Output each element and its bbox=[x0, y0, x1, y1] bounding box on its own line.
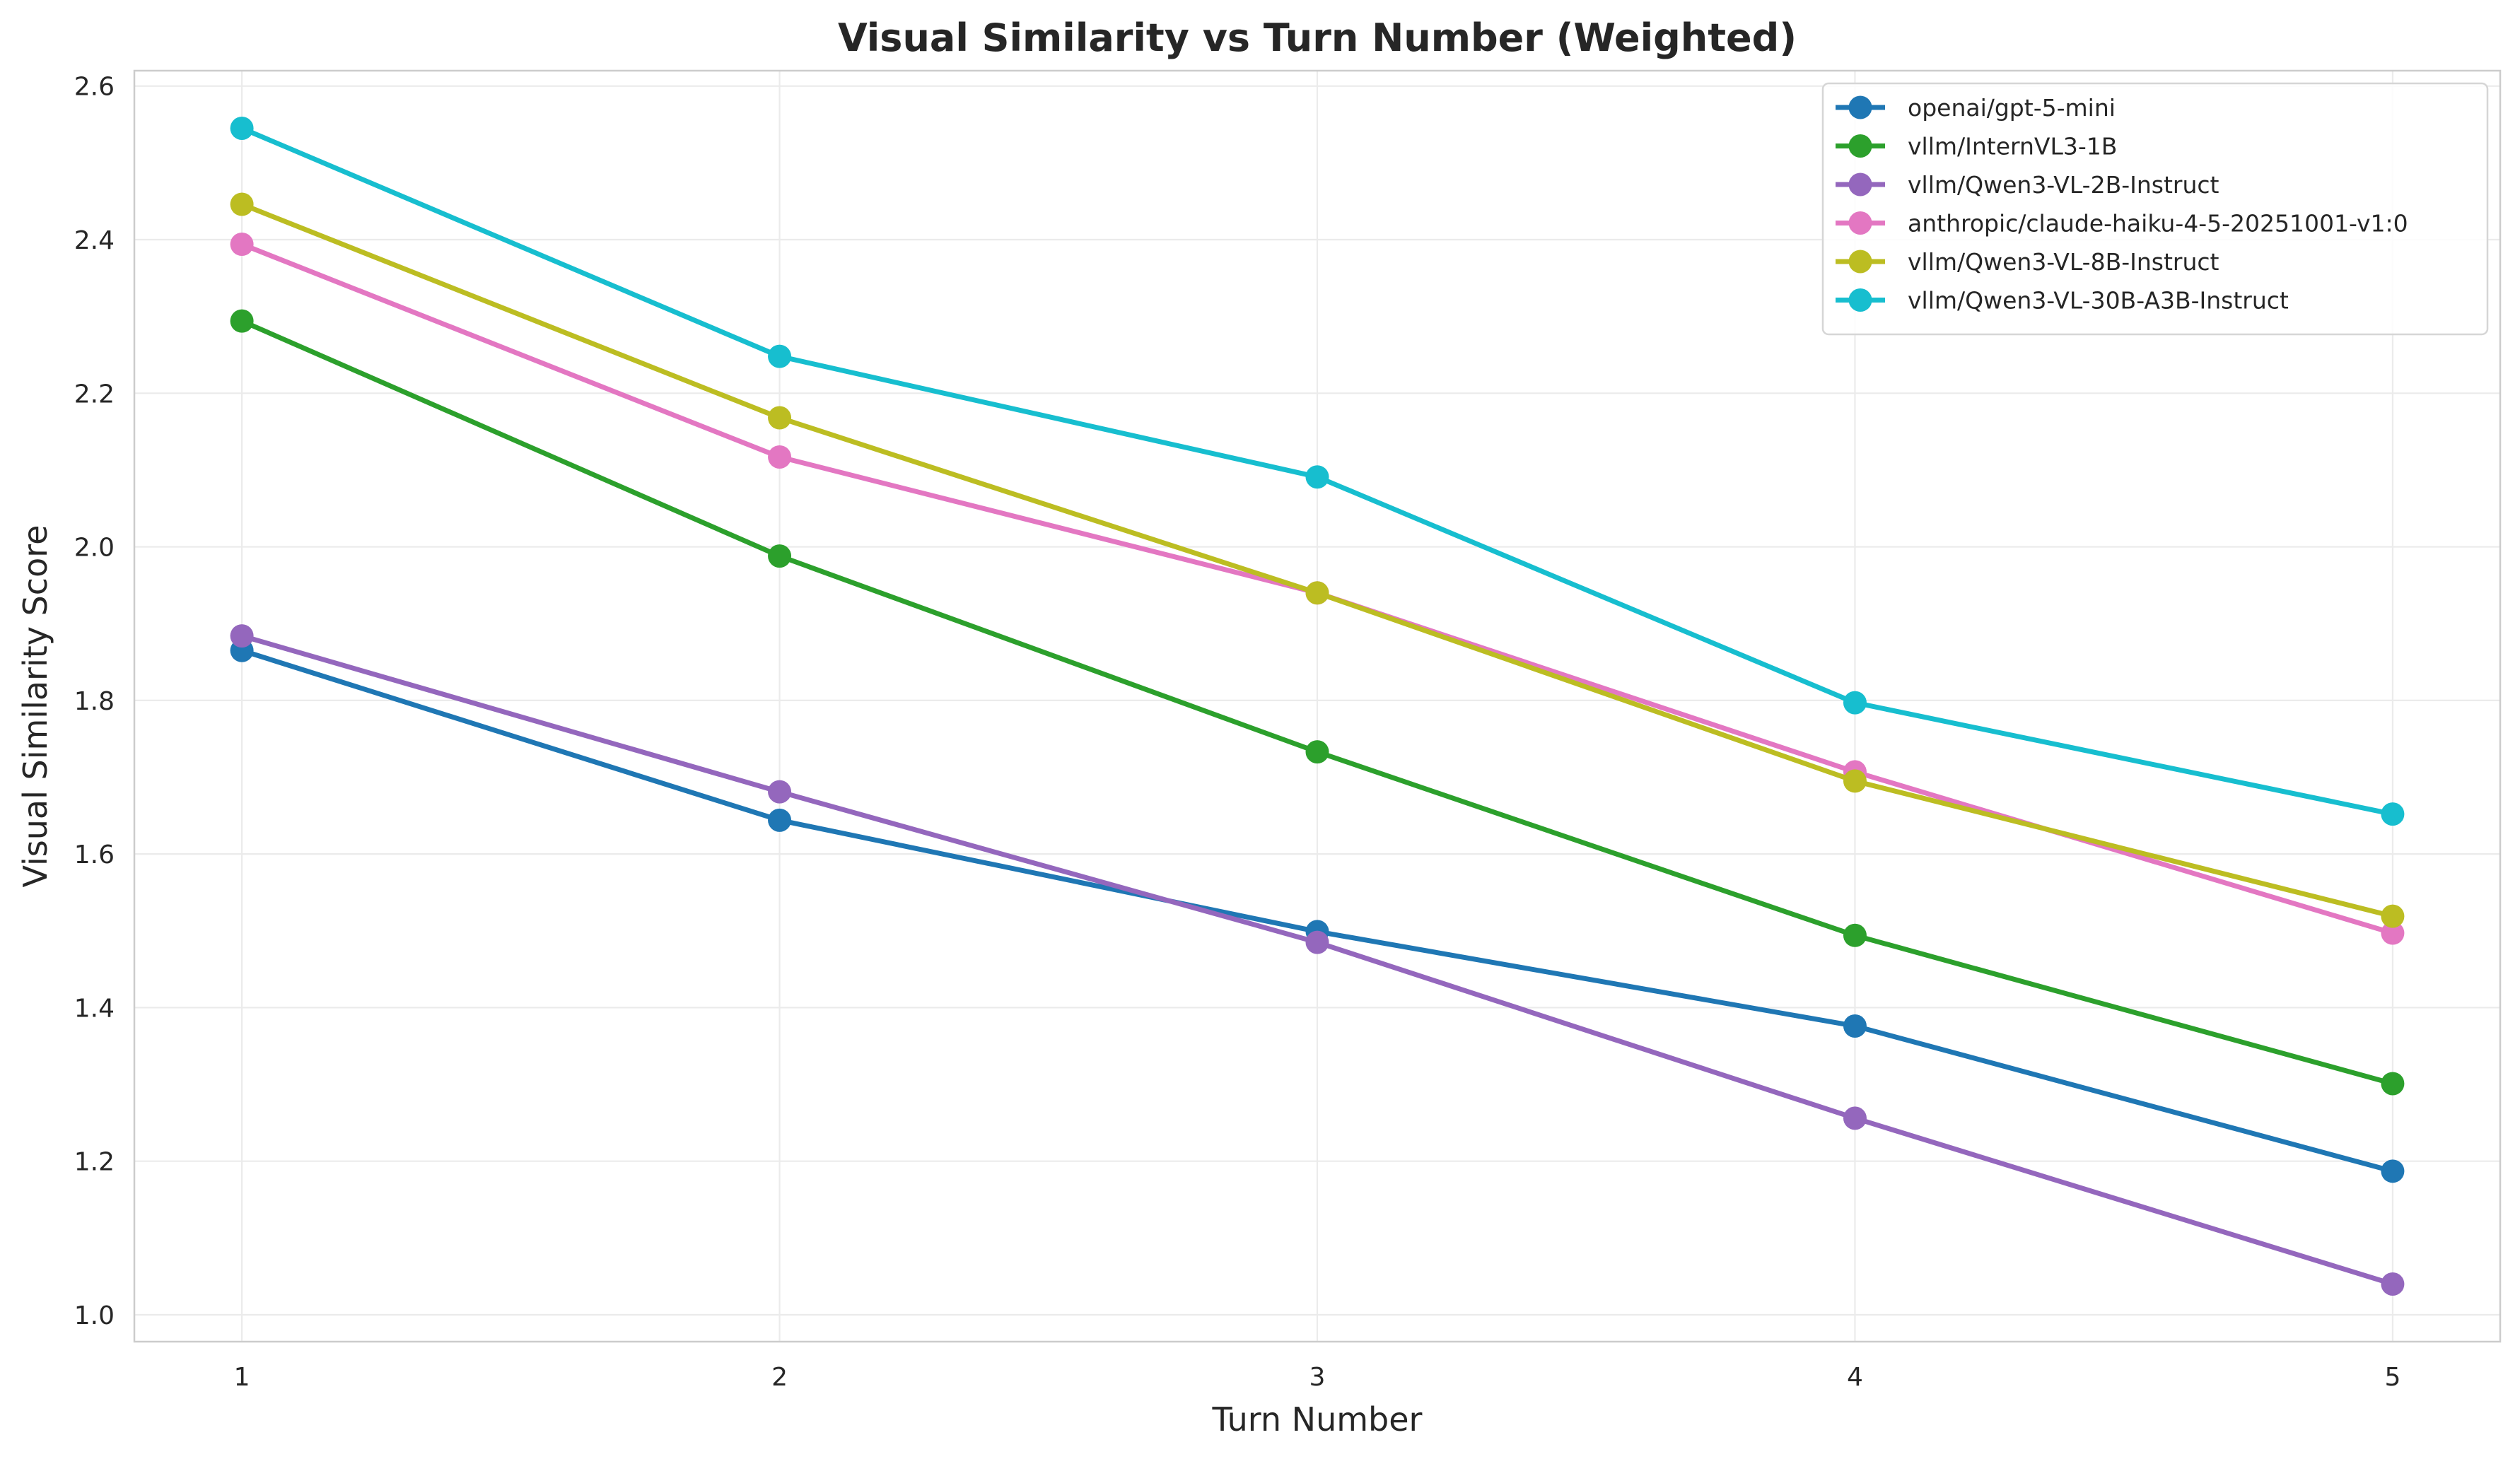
legend: openai/gpt-5-mini vllm/InternVL3-1B vllm/Q… bbox=[1821, 82, 2489, 336]
data-point bbox=[230, 309, 254, 333]
data-point bbox=[1305, 740, 1329, 764]
data-point bbox=[2381, 1159, 2405, 1183]
legend-box bbox=[1821, 82, 2489, 336]
legend-item: anthropic/claude-haiku-4-5-20251001-v1:0 bbox=[1836, 210, 2408, 238]
y-tick-label: 2.2 bbox=[74, 380, 115, 409]
y-tick-label: 2.4 bbox=[74, 226, 115, 255]
y-tick-label: 1.0 bbox=[74, 1301, 115, 1330]
legend-label: vllm/Qwen3-VL-30B-A3B-Instruct bbox=[1908, 287, 2289, 315]
series-6 bbox=[230, 116, 2405, 826]
legend-marker bbox=[1848, 134, 1872, 158]
data-point bbox=[1843, 1014, 1867, 1038]
data-point bbox=[2381, 1272, 2405, 1296]
x-tick-label: 3 bbox=[1309, 1363, 1326, 1392]
x-axis-label: Turn Number bbox=[1212, 1400, 1423, 1439]
legend-item: openai/gpt-5-mini bbox=[1836, 94, 2116, 122]
data-point bbox=[230, 233, 254, 257]
legend-label: vllm/Qwen3-VL-2B-Instruct bbox=[1908, 171, 2219, 199]
legend-item: vllm/InternVL3-1B bbox=[1836, 133, 2117, 160]
data-point bbox=[2381, 1072, 2405, 1096]
x-tick-label: 2 bbox=[771, 1363, 788, 1392]
chart-title: Visual Similarity vs Turn Number (Weight… bbox=[838, 16, 1797, 60]
y-axis-label: Visual Similarity Score bbox=[16, 525, 54, 888]
data-point bbox=[1305, 930, 1329, 954]
legend-label: vllm/InternVL3-1B bbox=[1908, 133, 2117, 160]
legend-item: vllm/Qwen3-VL-30B-A3B-Instruct bbox=[1836, 287, 2289, 315]
legend-marker bbox=[1848, 288, 1872, 312]
y-tick-label: 1.2 bbox=[74, 1148, 115, 1177]
x-tick-label: 4 bbox=[1847, 1363, 1863, 1392]
series-5 bbox=[230, 192, 2405, 928]
data-point bbox=[768, 808, 792, 832]
legend-label: vllm/Qwen3-VL-8B-Instruct bbox=[1908, 248, 2219, 276]
data-point bbox=[1305, 581, 1329, 605]
data-point bbox=[2381, 802, 2405, 826]
y-tick-label: 2.6 bbox=[74, 73, 115, 102]
legend-item: vllm/Qwen3-VL-8B-Instruct bbox=[1836, 248, 2219, 276]
data-point bbox=[768, 406, 792, 430]
data-point bbox=[768, 445, 792, 469]
x-tick-label: 1 bbox=[234, 1363, 250, 1392]
y-tick-label: 1.8 bbox=[74, 687, 115, 716]
y-tick-label: 2.0 bbox=[74, 534, 115, 563]
data-point bbox=[1843, 691, 1867, 715]
data-point bbox=[2381, 904, 2405, 928]
legend-item: vllm/Qwen3-VL-2B-Instruct bbox=[1836, 171, 2219, 199]
y-tick-label: 1.4 bbox=[74, 994, 115, 1023]
data-point bbox=[2381, 921, 2405, 945]
data-point bbox=[1843, 923, 1867, 947]
series-2 bbox=[230, 309, 2405, 1096]
data-point bbox=[230, 624, 254, 648]
data-point bbox=[1843, 1106, 1867, 1130]
series-3 bbox=[230, 624, 2405, 1296]
data-point bbox=[1305, 465, 1329, 489]
series-lines bbox=[230, 116, 2405, 1296]
legend-label: anthropic/claude-haiku-4-5-20251001-v1:0 bbox=[1908, 210, 2408, 238]
x-tick-label: 5 bbox=[2384, 1363, 2401, 1392]
plot-frame bbox=[133, 69, 2502, 1343]
legend-marker bbox=[1848, 211, 1872, 235]
data-point bbox=[768, 544, 792, 568]
legend-label: openai/gpt-5-mini bbox=[1908, 94, 2116, 122]
data-point bbox=[768, 780, 792, 804]
y-tick-label: 1.6 bbox=[74, 840, 115, 869]
data-point bbox=[1843, 769, 1867, 793]
legend-marker bbox=[1848, 95, 1872, 119]
legend-marker bbox=[1848, 250, 1872, 274]
legend-marker bbox=[1848, 172, 1872, 197]
data-point bbox=[768, 344, 792, 368]
data-point bbox=[230, 116, 254, 140]
data-point bbox=[230, 192, 254, 216]
ticks: 1 2 3 4 5 1.0 1.2 1.4 1.6 1.8 2.0 2.2 2.4 2.6 bbox=[74, 73, 2401, 1392]
